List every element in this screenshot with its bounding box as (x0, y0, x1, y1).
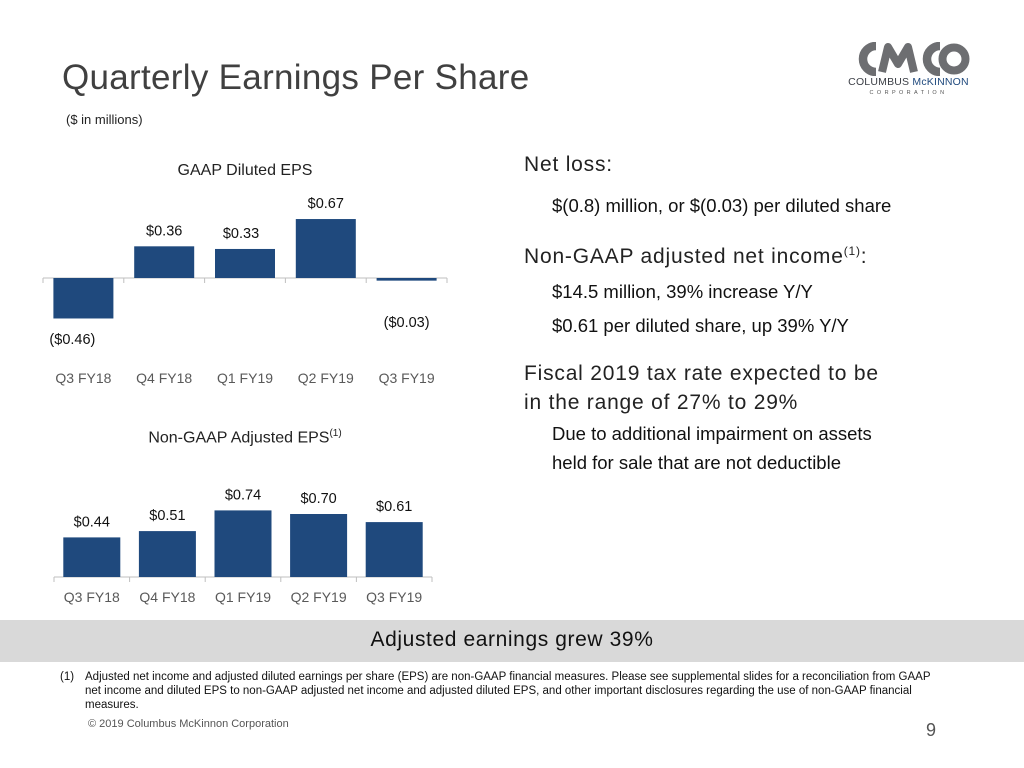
x-tick-label: Q1 FY19 (217, 370, 273, 386)
adj-eps-chart-svg: $0.44 Q3 FY18 $0.51 Q4 FY18 $0.74 Q1 FY19 $0.7… (53, 487, 433, 605)
x-tick-label: Q2 FY19 (291, 589, 347, 605)
x-tick-label: Q3 FY19 (366, 589, 422, 605)
summary-banner-text: Adjusted earnings grew 39% (370, 628, 654, 651)
data-label: $0.44 (74, 514, 110, 530)
net-loss-heading: Net loss: (524, 153, 613, 176)
data-label: $0.33 (223, 226, 259, 242)
bar-q4-fy18 (134, 246, 195, 278)
tax-rate-heading-2: in the range of 27% to 29% (524, 391, 799, 414)
data-label: $0.74 (225, 487, 261, 503)
bar-q3-fy18 (53, 278, 114, 319)
logo-wordmark: COLUMBUS McKINNON (848, 76, 969, 88)
data-label: ($0.03) (384, 315, 430, 331)
footnote-number: (1) (60, 671, 75, 683)
gaap-eps-chart: GAAP Diluted EPS ($0.46) Q3 FY18 $0.36 Q4 F… (40, 156, 450, 396)
bar-q3-fy19 (376, 278, 437, 281)
summary-banner: Adjusted earnings grew 39% (0, 620, 1024, 662)
adj-net-income-detail-2: $0.61 per diluted share, up 39% Y/Y (552, 315, 849, 336)
gaap-eps-chart-svg: ($0.46) Q3 FY18 $0.36 Q4 FY18 $0.33 Q1 FY19 $0… (42, 196, 448, 386)
page-number: 9 (926, 720, 937, 740)
tax-rate-detail-2: held for sale that are not deductible (552, 452, 841, 473)
bar-q3-fy19 (365, 522, 423, 577)
x-tick-label: Q3 FY18 (64, 589, 120, 605)
bar-q1-fy19 (215, 248, 275, 278)
adj-eps-chart-title: Non-GAAP Adjusted EPS(1) (148, 428, 342, 447)
data-label: ($0.46) (49, 332, 95, 348)
adj-eps-chart: Non-GAAP Adjusted EPS(1) $0.44 Q3 FY18 $0.… (40, 420, 450, 610)
units-subtitle: ($ in millions) (66, 112, 143, 127)
x-tick-label: Q1 FY19 (215, 589, 271, 605)
tax-rate-heading-1: Fiscal 2019 tax rate expected to be (524, 362, 879, 385)
tax-rate-detail-1: Due to additional impairment on assets (552, 423, 872, 444)
gaap-eps-chart-title: GAAP Diluted EPS (177, 162, 313, 179)
page-title: Quarterly Earnings Per Share (62, 58, 530, 97)
data-label: $0.51 (149, 508, 185, 524)
data-label: $0.67 (308, 196, 344, 212)
bar-q2-fy19 (290, 514, 348, 577)
x-tick-label: Q2 FY19 (298, 370, 354, 386)
company-logo: COLUMBUS McKINNON CORPORATION (846, 42, 971, 104)
bar-q1-fy19 (214, 510, 272, 577)
adj-net-income-detail-1: $14.5 million, 39% increase Y/Y (552, 281, 813, 302)
commentary-panel: Net loss: $(0.8) million, or $(0.03) per… (524, 150, 994, 477)
bar-q3-fy18 (63, 537, 121, 577)
copyright: © 2019 Columbus McKinnon Corporation (88, 718, 289, 730)
net-loss-detail: $(0.8) million, or $(0.03) per diluted s… (552, 195, 892, 216)
data-label: $0.61 (376, 499, 412, 515)
bar-q2-fy19 (295, 219, 356, 278)
x-tick-label: Q3 FY19 (379, 370, 435, 386)
x-tick-label: Q3 FY18 (55, 370, 111, 386)
cmco-logo-mark-icon (858, 42, 970, 76)
x-tick-label: Q4 FY18 (136, 370, 192, 386)
data-label: $0.36 (146, 223, 182, 239)
x-tick-label: Q4 FY18 (139, 589, 195, 605)
adj-net-income-heading: Non-GAAP adjusted net income(1): (524, 244, 868, 268)
bar-q4-fy18 (138, 531, 196, 577)
logo-tagline: CORPORATION (869, 90, 948, 96)
footnote-text: Adjusted net income and adjusted diluted… (85, 671, 931, 711)
footnote: (1) Adjusted net income and adjusted dil… (60, 670, 940, 712)
data-label: $0.70 (300, 491, 336, 507)
